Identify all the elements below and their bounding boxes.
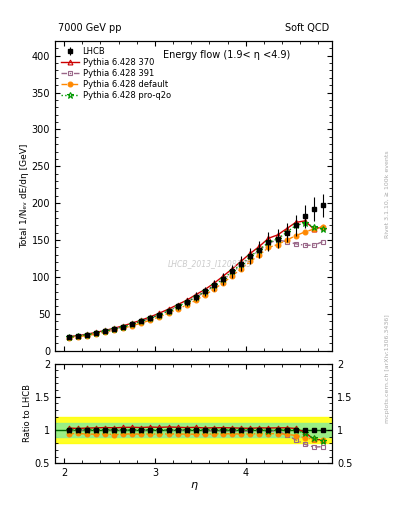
Legend: LHCB, Pythia 6.428 370, Pythia 6.428 391, Pythia 6.428 default, Pythia 6.428 pro: LHCB, Pythia 6.428 370, Pythia 6.428 391…	[59, 45, 172, 102]
Text: Energy flow (1.9< η <4.9): Energy flow (1.9< η <4.9)	[163, 50, 290, 60]
Text: Soft QCD: Soft QCD	[285, 23, 329, 33]
Text: Rivet 3.1.10, ≥ 100k events: Rivet 3.1.10, ≥ 100k events	[385, 151, 389, 239]
Y-axis label: Total 1/Nₑᵥ dE/dη [GeV]: Total 1/Nₑᵥ dE/dη [GeV]	[20, 144, 29, 248]
X-axis label: η: η	[190, 480, 197, 489]
Text: mcplots.cern.ch [arXiv:1306.3436]: mcplots.cern.ch [arXiv:1306.3436]	[385, 314, 389, 423]
Text: LHCB_2013_I1208105: LHCB_2013_I1208105	[168, 260, 252, 268]
Y-axis label: Ratio to LHCB: Ratio to LHCB	[23, 385, 32, 442]
Text: 7000 GeV pp: 7000 GeV pp	[58, 23, 121, 33]
